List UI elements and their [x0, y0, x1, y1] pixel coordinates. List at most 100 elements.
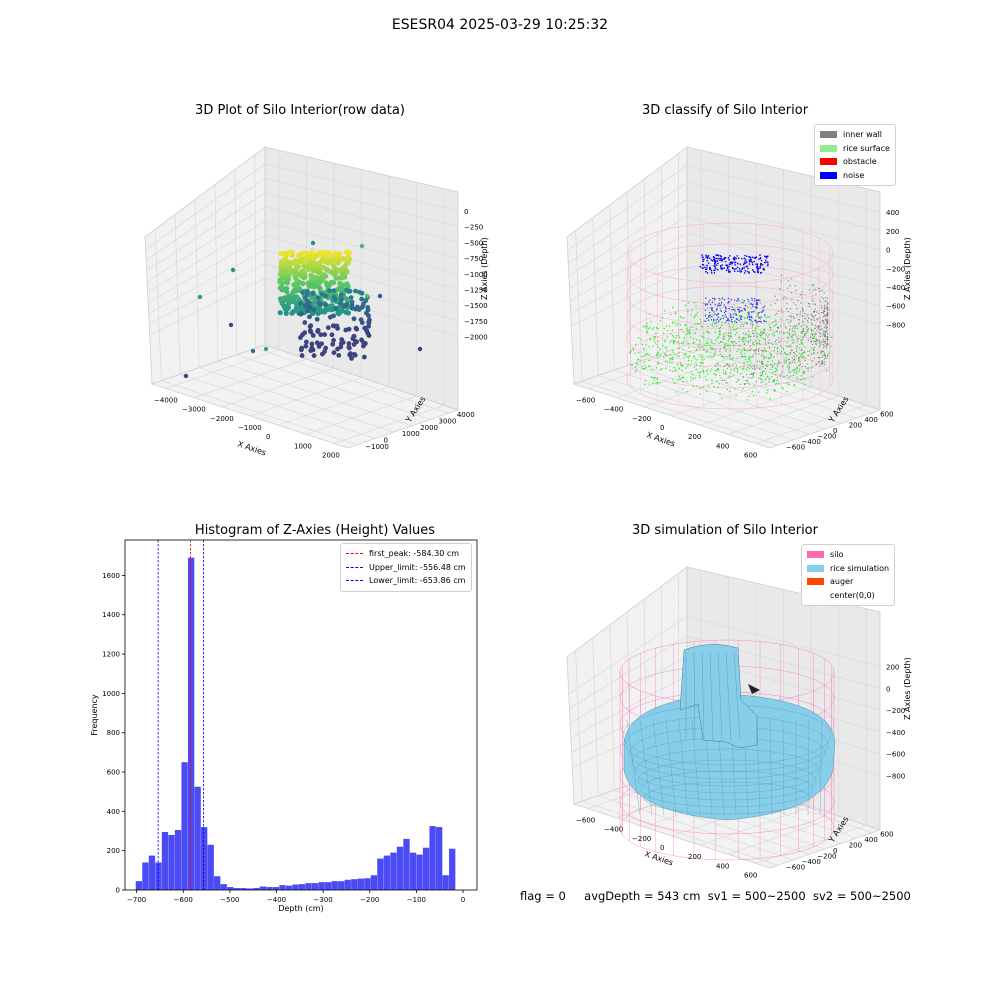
legend-item-rice-surface: rice surface — [820, 142, 890, 156]
noise-point — [744, 262, 747, 264]
rice-point — [768, 357, 770, 359]
rice-point — [657, 361, 659, 363]
rice-point — [771, 366, 774, 369]
gridline-z — [569, 636, 688, 709]
data-point — [299, 345, 305, 351]
status-footer: flag = 0 avgDepth = 543 cm sv1 = 500~250… — [520, 889, 911, 903]
noise-point — [718, 304, 720, 307]
rice-point — [812, 330, 814, 332]
rice-point — [748, 336, 750, 338]
wall-point — [752, 341, 754, 344]
wall-point — [757, 349, 759, 351]
rice-point — [795, 370, 798, 373]
wall-point — [785, 357, 787, 359]
wall-point — [786, 336, 789, 338]
rice-point — [725, 372, 727, 374]
wall-point — [818, 345, 820, 348]
rice-point — [693, 355, 696, 357]
data-point — [279, 280, 285, 286]
wall-point — [758, 342, 760, 344]
panel2-silo-outline — [626, 222, 834, 410]
panel2-title: 3D classify of Silo Interior — [641, 103, 809, 118]
rice-point — [719, 326, 722, 328]
rice-point — [690, 314, 692, 316]
wall-point — [793, 302, 795, 304]
histogram-ticks: −700 −600 −500 −400 −300 −200 −100 002004006008… — [102, 572, 465, 904]
rice-point — [734, 362, 736, 364]
noise-point — [714, 313, 716, 315]
wall-point — [732, 364, 734, 366]
wall-point — [793, 351, 795, 354]
rice-point — [765, 365, 768, 367]
data-point — [303, 343, 309, 349]
z-tick-label: −200 — [886, 265, 905, 273]
data-point — [323, 293, 328, 299]
noise-point — [731, 320, 733, 323]
rice-point — [646, 325, 649, 327]
wall-point — [817, 326, 820, 328]
rice-point — [787, 366, 789, 368]
rice-point — [689, 364, 692, 367]
rice-point — [746, 361, 749, 363]
rice-point — [679, 328, 681, 331]
rice-point — [680, 342, 683, 345]
wall-point — [822, 344, 825, 346]
rice-point — [659, 320, 661, 322]
data-point — [337, 280, 343, 286]
rice-point — [825, 344, 828, 347]
noise-point — [735, 321, 738, 324]
data-point — [346, 250, 352, 256]
x-tick-label: −600 — [174, 896, 193, 904]
noise-point — [729, 263, 732, 265]
wall-point — [807, 329, 809, 331]
wall-point — [799, 313, 801, 315]
wall-point — [790, 321, 792, 323]
noise-point — [730, 318, 733, 321]
wall-point — [794, 368, 796, 370]
data-point — [305, 308, 311, 314]
rice-point — [723, 335, 726, 337]
rice-point — [728, 363, 730, 366]
rice-point — [775, 323, 778, 325]
legend-label: obstacle — [843, 157, 877, 167]
rice-point — [689, 332, 692, 335]
rice-point — [692, 342, 695, 344]
wall-point — [827, 297, 829, 300]
wall-point — [823, 314, 825, 316]
legend-label: first_peak: -584.30 cm — [369, 549, 460, 559]
rice-point — [692, 326, 694, 328]
rice-point — [732, 357, 734, 359]
rice-point — [666, 346, 668, 348]
rice-point — [756, 336, 759, 338]
wall-point — [823, 308, 826, 310]
wall-point — [816, 339, 819, 341]
wall-point — [792, 374, 794, 376]
rice-point — [649, 313, 651, 315]
x-tick-label: −2000 — [210, 415, 234, 423]
noise-point — [709, 268, 712, 271]
wall-point — [824, 335, 826, 337]
rice-point — [681, 369, 683, 371]
rice-point — [639, 360, 641, 362]
wall-point — [770, 354, 772, 356]
surface-mesh-line — [782, 719, 785, 816]
noise-point — [706, 303, 709, 306]
wall-point — [810, 336, 812, 338]
rice-point — [701, 335, 703, 337]
wall-point — [810, 340, 812, 343]
wall-point — [764, 332, 766, 334]
data-point — [362, 325, 368, 331]
histogram-bar — [292, 884, 299, 890]
gridline-y — [198, 367, 394, 433]
noise-point — [766, 261, 769, 263]
rice-point — [800, 339, 802, 341]
rice-point — [685, 367, 687, 369]
data-point — [293, 275, 299, 281]
rice-point — [788, 369, 790, 372]
wall-point — [722, 355, 724, 357]
wall-point — [776, 299, 778, 301]
histogram-frame — [124, 539, 478, 891]
wall-point — [801, 365, 803, 368]
wall-point — [817, 318, 819, 320]
noise-point — [743, 262, 745, 265]
